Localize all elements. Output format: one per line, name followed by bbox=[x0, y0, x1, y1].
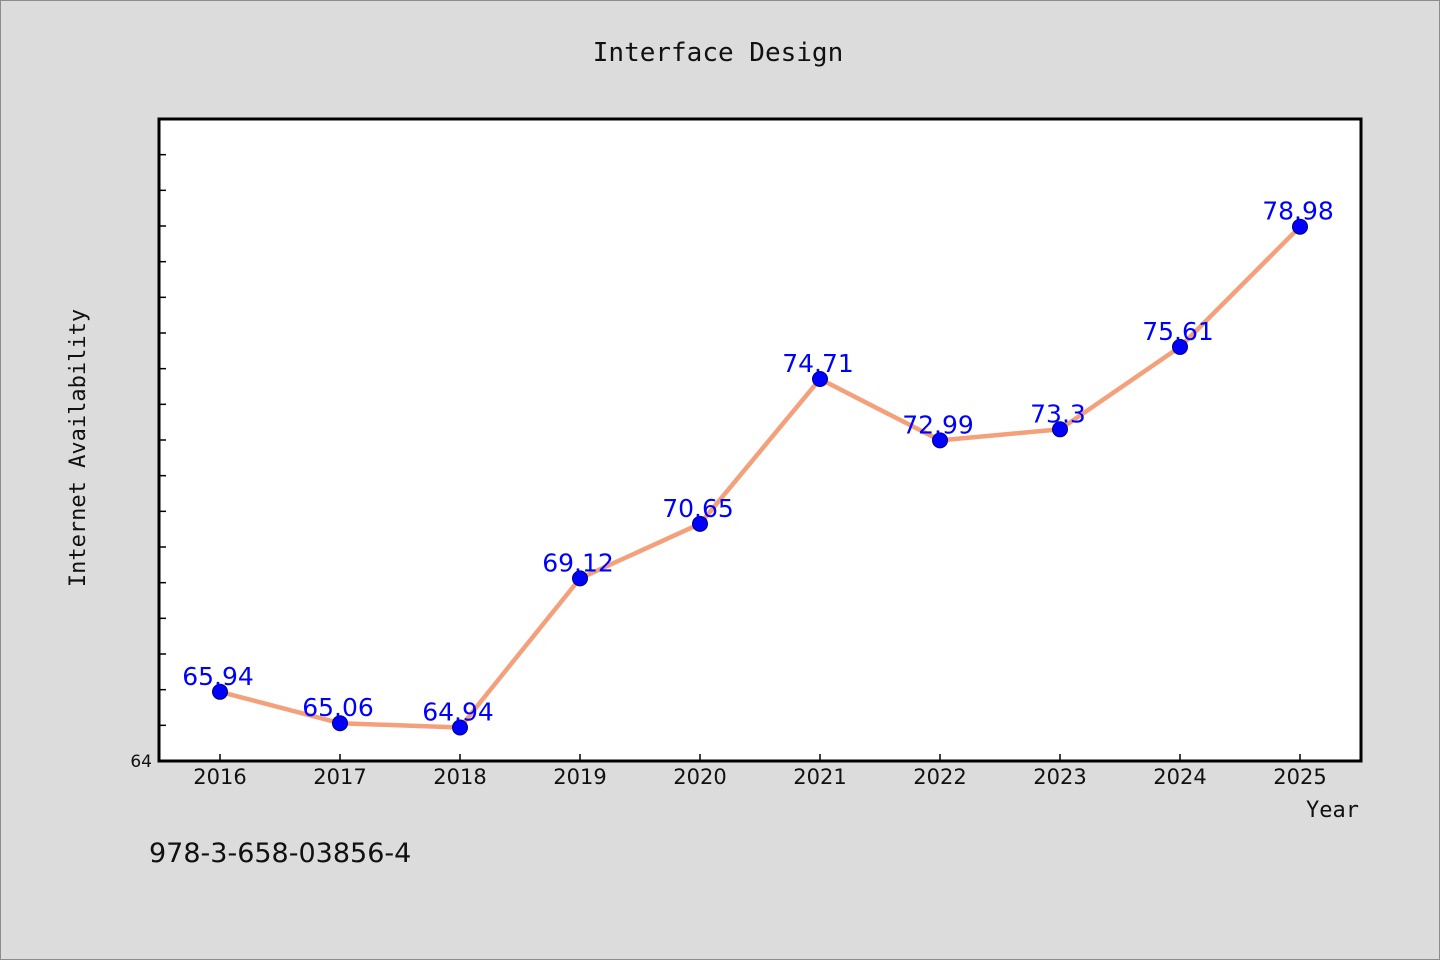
x-tick-label: 2016 bbox=[193, 765, 246, 789]
x-tick-label: 2025 bbox=[1273, 765, 1326, 789]
x-tick-label: 2023 bbox=[1033, 765, 1086, 789]
data-point bbox=[452, 719, 468, 736]
data-label: 78.98 bbox=[1262, 197, 1334, 226]
data-label: 69.12 bbox=[542, 548, 614, 577]
data-label: 72.99 bbox=[902, 410, 974, 439]
data-label: 73.3 bbox=[1030, 399, 1086, 428]
data-label: 70.65 bbox=[662, 494, 734, 523]
data-point bbox=[212, 683, 228, 700]
y-axis-label: Internet Availability bbox=[66, 309, 91, 587]
data-point bbox=[332, 715, 348, 732]
x-axis-ticks: 2016 2017 2018 2019 2020 2021 2022 2023 2024 2025 bbox=[193, 754, 1327, 789]
chart-title: Interface Design bbox=[593, 38, 843, 68]
series-line bbox=[217, 224, 1303, 730]
data-point bbox=[812, 371, 828, 388]
x-tick-label: 2018 bbox=[433, 765, 486, 789]
x-tick-label: 2024 bbox=[1153, 765, 1206, 789]
isbn-text: 978-3-658-03856-4 bbox=[149, 838, 411, 869]
data-label: 65.94 bbox=[182, 662, 254, 691]
x-tick-label: 2022 bbox=[913, 765, 966, 789]
x-tick-label: 2017 bbox=[313, 765, 366, 789]
data-point bbox=[1052, 421, 1068, 438]
data-label: 64.94 bbox=[422, 697, 494, 726]
data-point bbox=[692, 515, 708, 532]
data-point bbox=[932, 432, 948, 449]
y-axis-ticks: 64 bbox=[130, 153, 166, 772]
x-axis-label: Year bbox=[1306, 798, 1359, 823]
y-tick-label: 64 bbox=[130, 752, 152, 772]
data-point bbox=[1292, 218, 1308, 235]
x-tick-label: 2019 bbox=[553, 765, 606, 789]
x-tick-label: 2020 bbox=[673, 765, 726, 789]
plot-area bbox=[157, 117, 1363, 763]
data-point bbox=[572, 570, 588, 587]
data-label: 65.06 bbox=[302, 693, 374, 722]
series-layer: 65.94 65.06 64.94 69.12 70.65 74.71 72.99 73.3 7… bbox=[182, 197, 1334, 736]
data-label: 74.71 bbox=[782, 349, 854, 378]
data-label: 75.61 bbox=[1142, 317, 1214, 346]
data-point bbox=[1172, 338, 1188, 355]
x-tick-label: 2021 bbox=[793, 765, 846, 789]
